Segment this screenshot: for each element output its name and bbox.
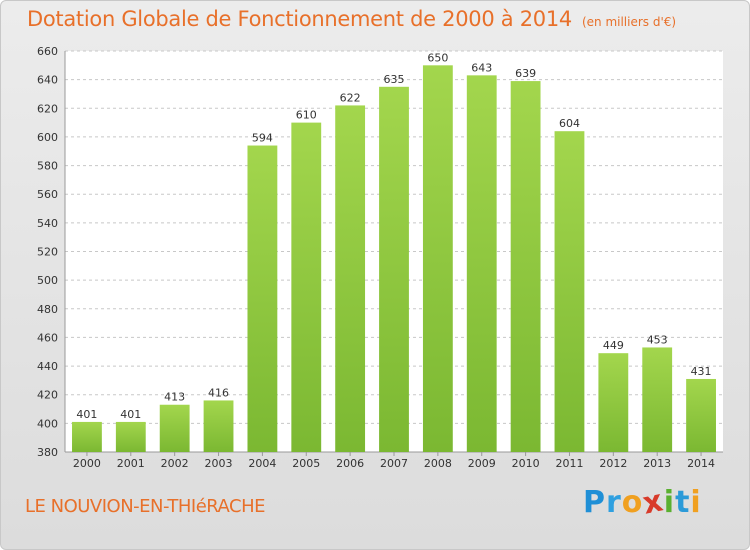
logo-letter: P <box>583 485 606 520</box>
x-tick-label: 2006 <box>336 457 364 470</box>
x-tick-label: 2000 <box>73 457 101 470</box>
bar-value-label: 643 <box>471 61 492 74</box>
logo-letter: i <box>690 485 702 520</box>
x-tick-label: 2002 <box>161 457 189 470</box>
bar-value-label: 401 <box>76 408 97 421</box>
y-tick-label: 580 <box>37 160 58 173</box>
y-tick-label: 500 <box>37 274 58 287</box>
bar-value-label: 449 <box>603 339 624 352</box>
bar-value-label: 453 <box>647 333 668 346</box>
y-tick-label: 440 <box>37 360 58 373</box>
bar-value-label: 413 <box>164 391 185 404</box>
y-tick-label: 380 <box>37 446 58 459</box>
x-tick-label: 2012 <box>599 457 627 470</box>
bar <box>159 404 190 452</box>
bar-layer: 401 401 413 416 594 610 622 635 650 643 639 604 449 4… <box>72 51 716 453</box>
y-tick-label: 600 <box>37 131 58 144</box>
x-tick-label: 2013 <box>643 457 671 470</box>
x-tick-label: 2003 <box>205 457 233 470</box>
logo-letter: t <box>675 485 691 520</box>
bar-value-label: 401 <box>120 408 141 421</box>
bar-value-label: 431 <box>691 365 712 378</box>
bar <box>642 347 673 452</box>
logo-letter: o <box>621 485 644 520</box>
y-tick-label: 480 <box>37 303 58 316</box>
bar-value-label: 604 <box>559 117 580 130</box>
y-tick-label: 520 <box>37 246 58 259</box>
y-tick-label: 400 <box>37 417 58 430</box>
x-tick-label: 2011 <box>555 457 583 470</box>
logo-letter: i <box>663 485 676 520</box>
y-tick-label: 460 <box>37 331 58 344</box>
place-name: LE NOUVION-EN-THIéRACHE <box>25 496 266 517</box>
bar <box>291 122 322 452</box>
x-tick-label: 2004 <box>248 457 276 470</box>
bar <box>598 353 629 452</box>
y-tick-label: 540 <box>37 217 58 230</box>
bar <box>115 421 146 452</box>
bar-value-label: 594 <box>252 132 273 145</box>
bar <box>72 421 102 452</box>
y-tick-label: 660 <box>37 45 58 58</box>
x-tick-label: 2005 <box>292 457 320 470</box>
bar <box>554 131 585 452</box>
x-tick-label: 2007 <box>380 457 408 470</box>
bar-value-label: 639 <box>515 67 536 80</box>
y-tick-label: 420 <box>37 389 58 402</box>
bar-value-label: 635 <box>384 73 405 86</box>
logo-letter: r <box>606 485 622 520</box>
proxiti-logo: Proxiti <box>583 483 702 521</box>
x-tick-label: 2009 <box>468 457 496 470</box>
bar-value-label: 650 <box>427 51 448 64</box>
chart-subtitle: (en milliers d'€) <box>581 15 677 29</box>
bar <box>466 75 497 452</box>
chart-title-text: Dotation Globale de Fonctionnement de 20… <box>27 7 572 31</box>
bar <box>422 65 453 453</box>
x-tick-label: 2001 <box>117 457 145 470</box>
y-tick-label: 560 <box>37 188 58 201</box>
axis-layer: 380 400 420 440 460 480 500 520 540 560 580 600 620 6… <box>37 45 723 470</box>
bar <box>686 378 716 452</box>
x-tick-label: 2010 <box>512 457 540 470</box>
bar <box>247 145 278 452</box>
y-tick-label: 620 <box>37 102 58 115</box>
x-tick-label: 2008 <box>424 457 452 470</box>
x-tick-label: 2014 <box>687 457 715 470</box>
bar-value-label: 610 <box>296 109 317 122</box>
bar-value-label: 622 <box>340 91 361 104</box>
y-tick-label: 640 <box>37 74 58 87</box>
bar <box>379 86 409 452</box>
bar <box>335 105 366 453</box>
bar <box>510 81 541 452</box>
bar-value-label: 416 <box>208 386 229 399</box>
bar <box>203 400 234 452</box>
chart-title: Dotation Globale de Fonctionnement de 20… <box>27 7 676 31</box>
